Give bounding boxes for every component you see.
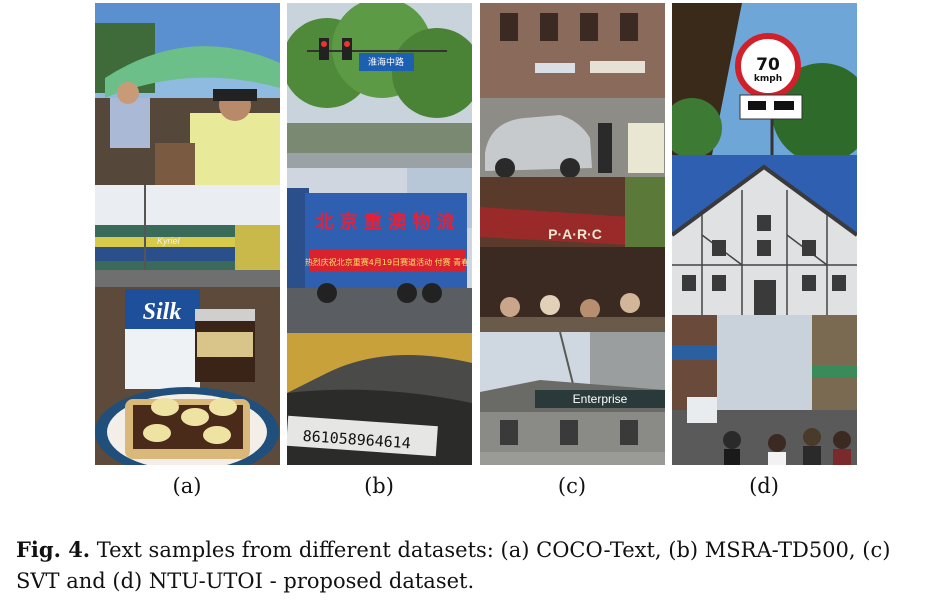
speed-unit: kmph <box>754 74 782 84</box>
parc-cafe-photo: P·A·R·C <box>480 177 665 332</box>
figure-caption: Fig. 4. Text samples from different data… <box>16 534 936 597</box>
caption-text: Text samples from different datasets: (a… <box>16 538 891 593</box>
panel-d: 70 kmph <box>672 3 857 465</box>
enterprise-building-photo: Enterprise <box>480 332 665 465</box>
speed-value: 70 <box>756 55 780 75</box>
enterprise-text: Enterprise <box>573 392 628 406</box>
silk-breakfast-photo: Silk <box>95 287 280 465</box>
serial-number-photo: 861058964614 <box>287 333 472 465</box>
speed-sign-photo: 70 kmph <box>672 3 857 155</box>
panel-a: Kyriel Silk <box>95 3 280 465</box>
truck-chars: 北 京 重 澳 物 流 <box>315 211 454 233</box>
truck-banner: 热烈庆祝北京重赛4月19日赛道活动 付赛 青春 <box>305 257 469 267</box>
silk-logo: Silk <box>143 299 182 325</box>
label-a: (a) <box>172 474 202 498</box>
parc-text: P·A·R·C <box>548 226 602 242</box>
train-photo: Kyriel <box>95 185 280 287</box>
label-b: (b) <box>364 474 394 498</box>
street-sign-photo: 淮海中路 <box>287 3 472 168</box>
panel-b: 淮海中路 北 京 重 澳 物 流 热烈庆祝北京重赛4月19日赛道活动 付赛 青春… <box>287 3 472 465</box>
panel-c: P·A·R·C Enterprise <box>480 3 665 465</box>
timber-house-photo <box>672 155 857 315</box>
label-c: (c) <box>557 474 587 498</box>
caption-label: Fig. 4. <box>16 537 91 562</box>
storefront-car-photo <box>480 3 665 177</box>
blue-sign-text: 淮海中路 <box>368 56 404 68</box>
umbrella-photo <box>95 3 280 185</box>
label-d: (d) <box>749 474 779 498</box>
train-text: Kyriel <box>157 236 181 246</box>
truck-banner-photo: 北 京 重 澳 物 流 热烈庆祝北京重赛4月19日赛道活动 付赛 青春 <box>287 168 472 333</box>
crowded-street-photo <box>672 315 857 465</box>
